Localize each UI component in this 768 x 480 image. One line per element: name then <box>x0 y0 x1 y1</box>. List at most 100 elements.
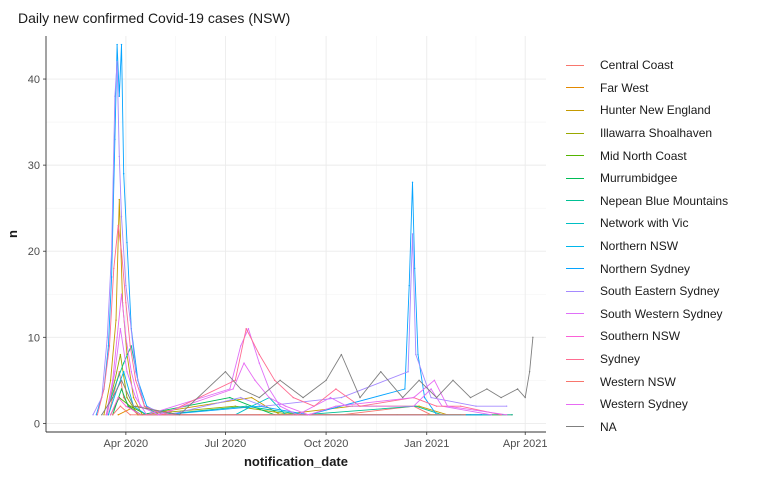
data-point <box>407 371 409 373</box>
data-point <box>178 414 181 416</box>
data-point <box>500 396 502 399</box>
data-point <box>475 405 477 407</box>
data-point <box>129 319 131 321</box>
data-point <box>120 250 123 252</box>
data-point <box>243 362 245 364</box>
data-point <box>108 345 111 347</box>
data-point <box>279 379 281 382</box>
data-point <box>112 379 114 382</box>
data-point <box>120 43 123 46</box>
data-point <box>117 224 119 227</box>
series-western-nsw <box>112 405 466 416</box>
data-point <box>139 405 141 407</box>
data-point <box>435 405 438 407</box>
legend-item: NA <box>566 416 728 439</box>
data-point <box>107 414 110 416</box>
legend-label: Mid North Coast <box>600 148 687 163</box>
data-point <box>120 216 123 218</box>
legend-item: Illawarra Shoalhaven <box>566 122 728 145</box>
legend-swatch <box>566 155 584 157</box>
data-point <box>516 388 519 390</box>
data-point <box>380 371 382 373</box>
data-point <box>120 379 123 382</box>
series-hunter-new-england <box>103 198 502 416</box>
legend-item: Murrumbidgee <box>566 167 728 190</box>
data-point <box>346 405 348 407</box>
legend-label: Far West <box>600 80 649 95</box>
data-point <box>117 414 119 416</box>
data-point <box>122 173 125 175</box>
series-western-sydney <box>105 293 508 416</box>
data-point <box>118 155 121 158</box>
data-point <box>258 353 261 356</box>
data-point <box>532 336 534 339</box>
data-point <box>114 379 116 382</box>
data-point <box>452 379 454 382</box>
data-point <box>103 388 105 390</box>
legend-swatch <box>566 245 584 247</box>
legend-swatch <box>566 426 584 428</box>
data-point <box>129 414 131 416</box>
data-point <box>234 405 236 407</box>
data-point <box>279 405 281 407</box>
data-point <box>240 388 242 390</box>
data-point <box>401 396 404 399</box>
data-point <box>412 405 415 407</box>
data-point <box>325 379 327 382</box>
data-point <box>157 414 160 416</box>
data-point <box>113 267 115 270</box>
data-point <box>135 379 137 382</box>
data-point <box>505 414 508 416</box>
data-point <box>340 353 343 356</box>
legend-label: Southern NSW <box>600 329 681 344</box>
data-point <box>125 302 127 304</box>
series-line <box>103 199 502 416</box>
y-tick-label: 30 <box>28 160 40 172</box>
data-point <box>414 267 416 270</box>
y-tick-label: 40 <box>28 74 40 86</box>
data-point <box>430 388 432 390</box>
data-point <box>127 405 129 407</box>
data-point <box>273 379 276 382</box>
data-point <box>408 284 410 287</box>
data-point <box>143 405 146 407</box>
data-point <box>404 388 406 390</box>
data-point <box>122 396 125 399</box>
data-point <box>95 414 98 416</box>
legend-label: Nepean Blue Mountains <box>600 193 729 208</box>
data-point <box>116 379 118 382</box>
legend-swatch <box>566 177 584 179</box>
data-point <box>486 388 488 390</box>
data-point <box>122 371 125 373</box>
data-point <box>116 61 118 63</box>
data-point <box>125 405 127 407</box>
data-point <box>92 414 94 416</box>
data-point <box>118 371 121 373</box>
data-point <box>313 405 315 407</box>
data-point <box>423 396 426 399</box>
legend-swatch <box>566 403 584 405</box>
legend-label: Murrumbidgee <box>600 171 678 186</box>
legend-swatch <box>566 222 584 224</box>
legend-item: Nepean Blue Mountains <box>566 190 728 213</box>
y-tick-label: 10 <box>28 332 40 344</box>
data-point <box>430 396 432 399</box>
legend-swatch <box>566 313 584 315</box>
legend-label: South Eastern Sydney <box>600 284 720 299</box>
legend-label: South Western Sydney <box>600 306 723 321</box>
data-point <box>126 396 128 399</box>
legend-label: Northern Sydney <box>600 261 691 276</box>
series-line <box>96 224 502 416</box>
data-point <box>96 414 99 416</box>
data-point <box>130 345 133 347</box>
series-line <box>92 61 507 416</box>
data-point <box>258 414 261 416</box>
data-point <box>505 405 508 407</box>
data-point <box>415 353 417 356</box>
data-point <box>284 405 287 407</box>
data-point <box>112 414 114 416</box>
data-point <box>109 379 112 382</box>
data-point <box>459 405 462 407</box>
legend-item: South Eastern Sydney <box>566 280 728 303</box>
